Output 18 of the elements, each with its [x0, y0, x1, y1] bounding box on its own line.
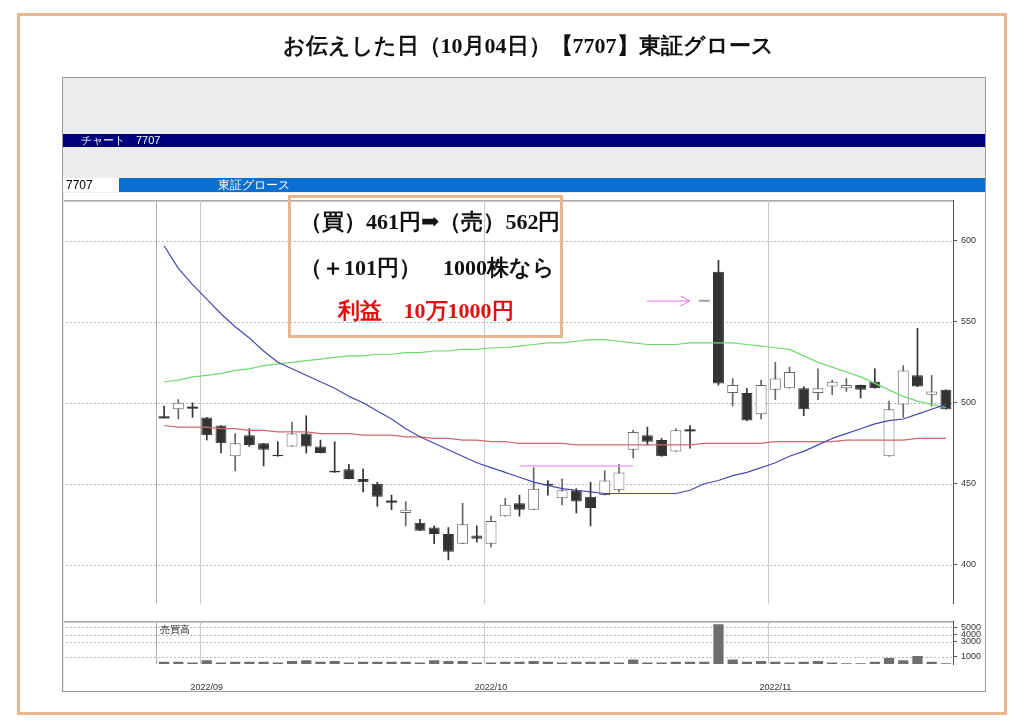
annotation: （＋101円） 1000株なら: [300, 255, 555, 280]
y-tick-label: 400: [961, 559, 977, 570]
chart-title: 売買高: [160, 624, 190, 636]
x-tick-label: 2022/11: [759, 681, 792, 692]
y-tick-label: 1000: [961, 651, 982, 662]
annotation: （買）461円➡（売）562円: [300, 209, 561, 234]
title-bar: チャート 7707: [63, 134, 985, 147]
y-tick-label: 450: [961, 478, 977, 489]
y-tick-label: 5000: [961, 621, 982, 632]
x-tick-label: 2022/09: [190, 681, 224, 692]
note-box: （買）461円➡（売）562円 （＋101円） 1000株なら 利益 10万1000円: [288, 195, 563, 338]
y-tick-label: 550: [961, 316, 977, 327]
y-tick-label: 600: [961, 235, 977, 246]
chart-title: お伝えした日（10月04日）【7707】東証グロース: [282, 33, 774, 58]
info-bar: 7707 東証グロース: [63, 178, 985, 192]
y-tick-label: 500: [961, 397, 977, 408]
annotation: 利益 10万1000円: [337, 298, 514, 323]
x-tick-label: 2022/10: [474, 681, 508, 692]
